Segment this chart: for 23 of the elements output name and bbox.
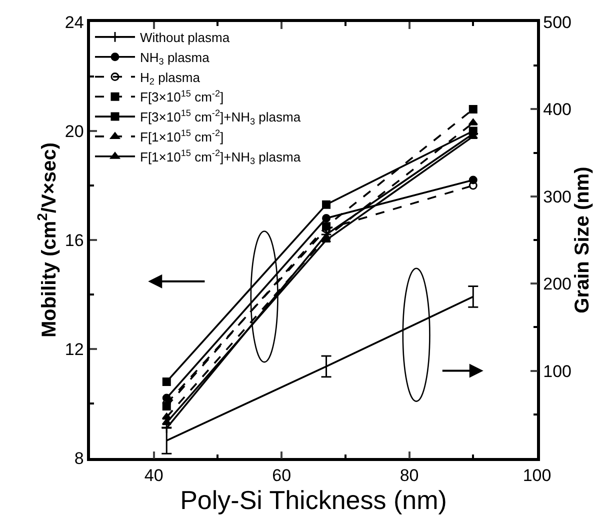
y2-tick-label: 300 [543, 187, 572, 206]
x-tick-label: 60 [272, 466, 292, 486]
y-tick-label: 24 [64, 12, 84, 32]
x-tick-label: 80 [400, 466, 419, 486]
y-tick-label: 8 [74, 448, 84, 468]
legend-label: H$_{2}$ plasma [140, 70, 201, 87]
y-tick-label: 12 [64, 340, 84, 359]
y2-tick-label: 400 [543, 100, 572, 120]
y-tick-label: 16 [64, 230, 84, 250]
y2-tick-label: 500 [543, 12, 572, 32]
legend-label: Without plasma [140, 30, 230, 46]
y-tick-label: 20 [64, 122, 84, 141]
y2-tick-label: 200 [543, 274, 572, 294]
legend-label: NH$_{3}$ plasma [140, 50, 210, 67]
legend-label: F[3×10$^{15}$ cm$^{-2}$]+NH$_{3}$ plasma [140, 108, 302, 126]
legend-label: F[1×10$^{15}$ cm$^{-2}$]+NH$_{3}$ plasma [140, 148, 302, 166]
y2-axis-title: Grain Size (nm) [572, 166, 594, 314]
y2-tick-label: 100 [543, 362, 572, 381]
x-tick-label: 100 [522, 466, 552, 486]
x-tick-label: 40 [144, 466, 164, 486]
legend-label: F[3×10$^{15}$ cm$^{-2}$] [140, 88, 224, 105]
legend-label: F[1×10$^{15}$ cm$^{-2}$] [140, 128, 224, 145]
x-axis-title: Poly-Si Thickness (nm) [180, 485, 447, 516]
